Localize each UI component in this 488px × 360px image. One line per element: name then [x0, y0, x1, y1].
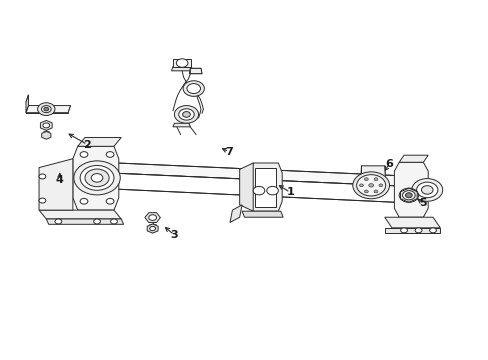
Polygon shape [46, 219, 123, 224]
Circle shape [55, 219, 61, 224]
Polygon shape [39, 210, 121, 219]
Circle shape [44, 107, 49, 111]
Circle shape [80, 198, 88, 204]
Circle shape [364, 190, 367, 193]
Polygon shape [239, 163, 253, 211]
Polygon shape [39, 159, 73, 210]
Circle shape [186, 84, 200, 94]
Circle shape [38, 103, 55, 116]
Polygon shape [393, 162, 427, 217]
Text: 7: 7 [224, 147, 232, 157]
Circle shape [364, 178, 367, 181]
Circle shape [148, 215, 156, 220]
Polygon shape [78, 138, 121, 146]
Circle shape [91, 174, 102, 182]
Circle shape [416, 182, 437, 198]
Polygon shape [173, 59, 191, 67]
Circle shape [39, 198, 46, 203]
Circle shape [94, 219, 100, 224]
Circle shape [356, 175, 385, 196]
Circle shape [106, 152, 114, 157]
Circle shape [149, 226, 155, 231]
Circle shape [85, 169, 109, 187]
Polygon shape [242, 211, 283, 217]
Circle shape [414, 228, 421, 233]
Circle shape [80, 166, 114, 190]
Polygon shape [147, 224, 158, 233]
Circle shape [43, 123, 50, 128]
Polygon shape [26, 95, 28, 113]
Polygon shape [144, 213, 160, 222]
Polygon shape [398, 155, 427, 162]
Circle shape [398, 188, 418, 202]
Circle shape [405, 193, 411, 198]
Polygon shape [384, 228, 439, 233]
Polygon shape [255, 168, 276, 207]
Polygon shape [249, 163, 282, 211]
Text: 1: 1 [286, 188, 294, 197]
Polygon shape [26, 105, 70, 113]
Text: 3: 3 [170, 230, 178, 240]
Polygon shape [173, 123, 190, 127]
Circle shape [266, 186, 278, 195]
Circle shape [400, 228, 407, 233]
Circle shape [80, 152, 88, 157]
Circle shape [106, 198, 114, 204]
Circle shape [41, 105, 51, 113]
Polygon shape [41, 121, 52, 130]
Polygon shape [78, 161, 423, 187]
Polygon shape [190, 68, 202, 74]
Circle shape [373, 190, 377, 193]
Circle shape [110, 219, 117, 224]
Circle shape [411, 179, 442, 201]
Polygon shape [384, 217, 439, 228]
Circle shape [253, 186, 264, 195]
Polygon shape [73, 172, 423, 203]
Circle shape [429, 228, 435, 233]
Polygon shape [171, 67, 192, 71]
Circle shape [174, 105, 198, 123]
Circle shape [352, 172, 389, 199]
Circle shape [402, 191, 414, 200]
Circle shape [39, 174, 46, 179]
Polygon shape [73, 146, 119, 210]
Text: 4: 4 [56, 175, 63, 185]
Text: 6: 6 [385, 159, 393, 169]
Text: 5: 5 [419, 198, 427, 208]
Text: 2: 2 [83, 140, 91, 149]
Circle shape [378, 184, 382, 187]
Circle shape [176, 59, 187, 67]
Circle shape [359, 184, 363, 187]
Polygon shape [229, 205, 242, 222]
Circle shape [183, 81, 204, 96]
Polygon shape [189, 68, 202, 74]
Circle shape [421, 186, 432, 194]
Circle shape [368, 184, 373, 187]
Polygon shape [361, 166, 385, 184]
Circle shape [182, 112, 190, 117]
Circle shape [373, 178, 377, 181]
Polygon shape [41, 131, 51, 139]
Circle shape [179, 109, 194, 120]
Circle shape [74, 161, 120, 195]
